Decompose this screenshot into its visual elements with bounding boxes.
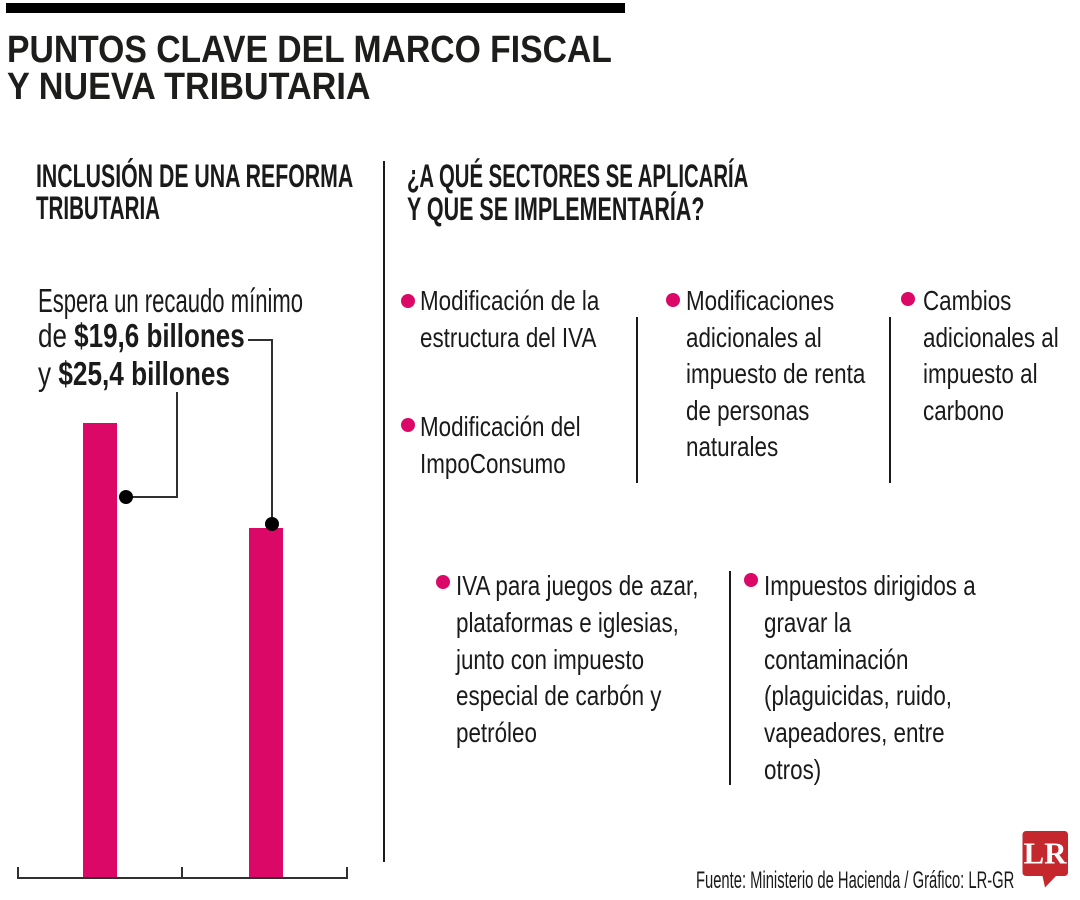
svg-text:LR: LR bbox=[1023, 836, 1067, 871]
